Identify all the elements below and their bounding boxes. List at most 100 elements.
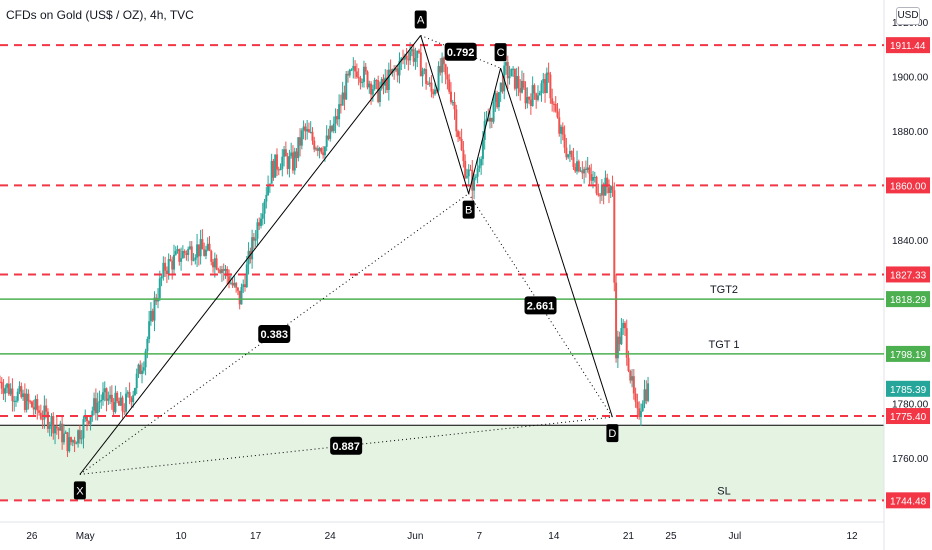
- candle-body: [554, 104, 557, 112]
- candle-body: [34, 399, 37, 410]
- candle-body: [119, 397, 122, 406]
- currency-button[interactable]: USD: [896, 7, 920, 25]
- candle-body: [61, 423, 64, 443]
- level-text-label: TGT2: [710, 284, 738, 296]
- candle-body: [196, 244, 199, 258]
- current-price-label: 1785.39: [890, 385, 927, 396]
- candle-body: [425, 69, 428, 84]
- candle-body: [528, 97, 531, 100]
- candle-body: [291, 152, 294, 171]
- candle-body: [519, 87, 522, 93]
- candle-body: [444, 64, 447, 75]
- candle-body: [593, 176, 596, 178]
- candle-body: [387, 69, 390, 91]
- candle-body: [9, 388, 12, 395]
- candle-body: [341, 92, 344, 106]
- candle-body: [641, 403, 644, 412]
- candle-body: [396, 68, 399, 76]
- candle-body: [506, 62, 509, 79]
- candle-body: [536, 95, 539, 100]
- candle-body: [602, 184, 605, 196]
- candle-body: [101, 392, 104, 400]
- candle-body: [524, 87, 527, 104]
- candle-body: [16, 391, 19, 401]
- x-tick-label: 14: [548, 531, 560, 542]
- candle-body: [46, 411, 49, 429]
- candle-body: [25, 393, 28, 410]
- candle-body: [231, 282, 234, 286]
- candle-body: [403, 55, 406, 60]
- candle-body: [636, 401, 639, 409]
- candle-body: [45, 405, 48, 412]
- candle-body: [586, 167, 589, 170]
- candle-body: [611, 186, 614, 191]
- level-price-tag: [886, 408, 930, 425]
- candle-body: [638, 408, 641, 417]
- candle-body: [135, 373, 138, 389]
- candle-body: [91, 410, 94, 416]
- candle-body: [622, 322, 625, 329]
- candle-body: [568, 151, 571, 155]
- candle-body: [43, 405, 46, 420]
- candle-body: [252, 237, 255, 241]
- candle-body: [309, 131, 312, 133]
- candle-body: [229, 282, 232, 284]
- candle-body: [552, 103, 555, 105]
- pattern-point-label: B: [465, 205, 472, 217]
- target-price-tag: [886, 291, 930, 308]
- candle-body: [75, 443, 78, 445]
- candle-body: [423, 69, 426, 71]
- level-text-label: SL: [717, 485, 730, 497]
- candle-body: [448, 79, 451, 92]
- candle-body: [222, 269, 225, 271]
- candle-body: [634, 393, 637, 402]
- candle-body: [171, 260, 174, 270]
- candle-body: [647, 383, 650, 401]
- candle-body: [453, 101, 456, 110]
- candle-body: [30, 401, 33, 408]
- y-tick-label: 1780.00: [892, 399, 929, 410]
- candle-body: [322, 152, 325, 156]
- candle-body: [487, 119, 490, 122]
- candle-body: [378, 88, 381, 103]
- candle-body: [274, 154, 277, 178]
- candle-body: [228, 276, 231, 284]
- candle-body: [23, 393, 26, 410]
- candle-body: [545, 72, 548, 94]
- candle-body: [66, 432, 69, 452]
- candle-body: [144, 351, 147, 368]
- candle-body: [293, 151, 296, 171]
- x-tick-label: 12: [846, 531, 858, 542]
- candle-body: [625, 328, 628, 358]
- candle-body: [496, 93, 499, 108]
- candle-body: [409, 51, 412, 61]
- pattern-leg: [500, 68, 613, 418]
- candle-body: [261, 213, 264, 219]
- candle-body: [485, 119, 488, 122]
- candle-body: [29, 401, 32, 403]
- pattern-leg: [79, 35, 422, 475]
- candle-body: [164, 262, 167, 271]
- candle-body: [343, 92, 346, 100]
- level-price-label: 1911.44: [890, 41, 926, 52]
- candle-body: [318, 148, 321, 151]
- x-tick-label: 17: [250, 531, 262, 542]
- candle-body: [398, 60, 401, 76]
- x-tick-label: 25: [665, 531, 677, 542]
- candle-body: [284, 149, 287, 157]
- candle-body: [600, 184, 603, 196]
- candle-body: [18, 386, 21, 392]
- y-tick-label: 1760.00: [892, 454, 929, 465]
- candle-body: [194, 257, 197, 260]
- candle-body: [583, 168, 586, 174]
- candle-body: [529, 99, 532, 106]
- candle-body: [597, 193, 600, 196]
- candle-body: [39, 412, 42, 419]
- candle-body: [254, 238, 257, 241]
- candle-body: [132, 395, 135, 403]
- candle-body: [93, 398, 96, 411]
- candle-body: [609, 186, 612, 193]
- candle-body: [595, 176, 598, 194]
- candle-body: [501, 82, 504, 92]
